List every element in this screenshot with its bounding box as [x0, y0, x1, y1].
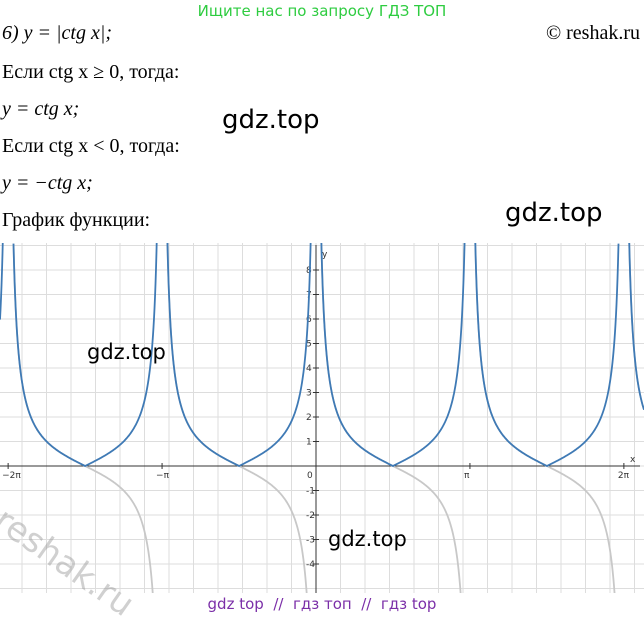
origin-label: 0 — [307, 471, 313, 481]
y-tick-label: 4 — [306, 364, 312, 374]
watermark: gdz.top — [222, 105, 320, 135]
y-tick-label: 2 — [306, 413, 312, 423]
y-tick-label: -2 — [306, 511, 315, 521]
watermark: gdz.top — [328, 527, 407, 551]
y-tick-label: -4 — [306, 560, 315, 570]
line: y = ctg x; — [2, 98, 79, 121]
x-tick-label: π — [464, 471, 470, 481]
axis-label: y — [322, 250, 328, 260]
banner: Ищите нас по запросу ГДЗ ТОП — [0, 2, 644, 20]
y-tick-label: 3 — [306, 389, 312, 399]
line: Если ctg x < 0, тогда: — [2, 135, 180, 158]
y-tick-label: 1 — [306, 438, 312, 448]
x-tick-label: −2π — [2, 471, 21, 481]
y-tick-label: -3 — [306, 536, 315, 546]
x-tick-label: −π — [156, 471, 170, 481]
line: График функции: — [2, 209, 150, 232]
line: y = −ctg x; — [2, 172, 93, 195]
y-tick-label: -1 — [306, 487, 315, 497]
footer: gdz top // гдз топ // гдз top — [0, 595, 644, 613]
line: 6) y = |ctg x|; — [2, 22, 112, 45]
line: Если ctg x ≥ 0, тогда: — [2, 61, 179, 84]
copyright: © reshak.ru — [546, 22, 640, 45]
watermark: gdz.top — [87, 340, 166, 364]
axis-label: x — [630, 455, 636, 465]
x-tick-label: 2π — [618, 471, 630, 481]
watermark: gdz.top — [505, 198, 603, 228]
